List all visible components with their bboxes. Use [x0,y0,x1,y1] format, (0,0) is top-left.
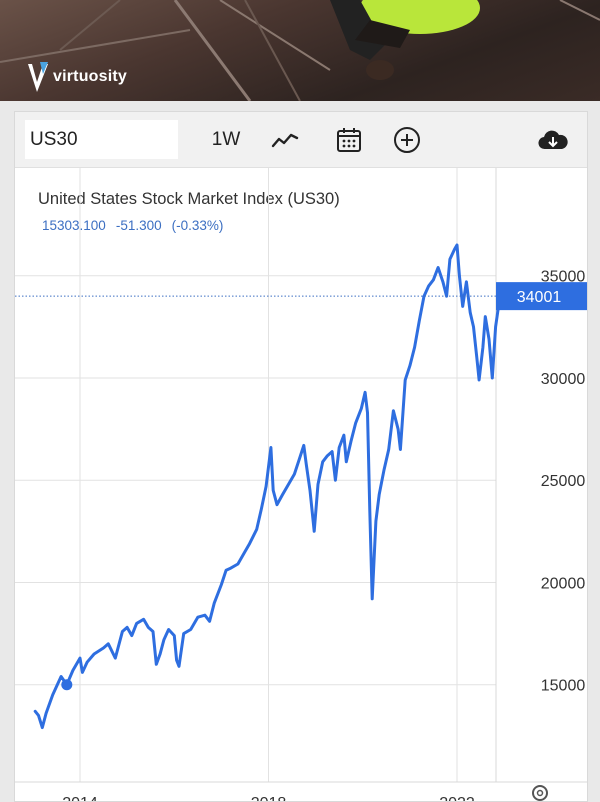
y-tick-label: 20000 [541,575,586,592]
chart-widget: 1W [14,111,588,802]
y-tick-label: 30000 [541,371,586,388]
logo-text: virtuosity [53,68,128,85]
date-range-button[interactable] [333,124,365,156]
banner-photo [0,0,600,101]
add-indicator-button[interactable] [391,124,423,156]
x-tick-label: 2022 [439,795,475,801]
last-price: 15303.100 [42,218,106,233]
interval-button[interactable]: 1W [211,129,241,150]
chart-area[interactable]: United States Stock Market Index (US30) … [15,168,587,801]
line-chart-icon [271,133,299,148]
series-marker [61,679,73,691]
calendar-icon [337,128,361,152]
last-price-label: 34001 [517,289,562,306]
settings-gear-icon[interactable] [532,785,548,801]
chart-toolbar: 1W [15,112,587,168]
last-price-badge [496,282,587,311]
chart-type-button[interactable] [268,124,302,156]
symbol-input[interactable] [25,120,178,159]
download-icon [538,130,568,150]
line-chart: 15000 20000 25000 30000 35000 2014 2018 2022 340… [15,168,587,801]
x-tick-label: 2014 [62,795,98,801]
chart-title: United States Stock Market Index (US30) [38,190,340,208]
virtuosity-logo: virtuosity [26,60,127,94]
y-tick-label: 15000 [541,678,586,695]
y-tick-label: 35000 [541,269,586,286]
download-button[interactable] [535,124,571,156]
y-tick-label: 25000 [541,473,586,490]
quote-row: 15303.100 -51.300 (-0.33%) [42,218,233,233]
logo-mark-icon [28,62,48,92]
price-change-percent: (-0.33%) [171,218,224,233]
price-change: -51.300 [115,218,162,233]
hero-banner: virtuosity [0,0,600,101]
x-tick-label: 2018 [251,795,287,801]
series-line [33,243,504,730]
add-indicator-icon [394,127,420,153]
